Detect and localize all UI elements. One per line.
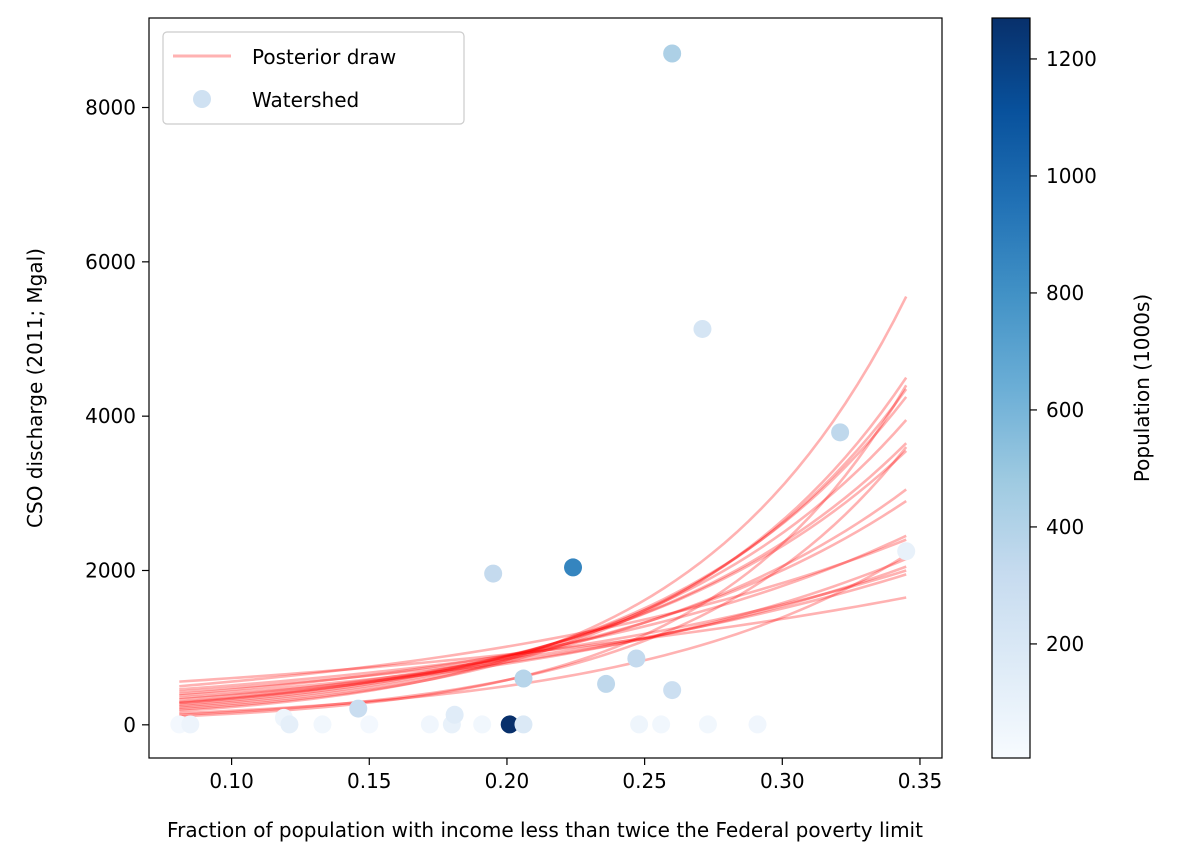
posterior-curve-14 <box>179 376 908 711</box>
posterior-curve-8 <box>179 488 907 703</box>
watershed-point-7 <box>420 715 439 734</box>
colorbar-tick-label: 1000 <box>1046 164 1097 188</box>
watershed-point-3 <box>280 715 299 734</box>
plot-frame <box>148 17 943 759</box>
watershed-point-18 <box>630 715 649 734</box>
colorbar-tick-label: 400 <box>1046 515 1084 539</box>
legend-label-watershed: Watershed <box>252 88 359 112</box>
posterior-curve-6 <box>179 557 907 700</box>
legend: Posterior draw Watershed <box>162 31 465 125</box>
posterior-curve-3 <box>179 573 907 693</box>
colorbar-tick-label: 200 <box>1046 632 1084 656</box>
watershed-point-10 <box>473 715 492 734</box>
x-axis: 0.10 0.15 0.20 0.25 0.30 0.35 <box>209 758 942 793</box>
watershed-point-22 <box>693 319 712 338</box>
colorbar-gradient <box>991 17 1031 759</box>
x-tick-label: 0.25 <box>622 769 667 793</box>
colorbar-tick-label: 600 <box>1046 398 1084 422</box>
y-tick-label: 4000 <box>85 404 136 428</box>
watershed-point-26 <box>897 542 916 561</box>
watershed-point-21 <box>663 681 682 700</box>
x-tick-label: 0.10 <box>209 769 254 793</box>
watershed-point-20 <box>663 44 682 63</box>
watershed-point-15 <box>564 558 583 577</box>
posterior-curves <box>179 295 908 718</box>
posterior-curve-17 <box>179 446 908 717</box>
watershed-point-17 <box>627 649 646 668</box>
colorbar-tick-label: 800 <box>1046 281 1084 305</box>
posterior-curve-18 <box>179 384 908 718</box>
x-tick-label: 0.15 <box>347 769 392 793</box>
x-tick-label: 0.35 <box>898 769 943 793</box>
y-axis: 0 2000 4000 6000 8000 <box>85 96 149 737</box>
x-axis-title: Fraction of population with income less … <box>167 818 923 842</box>
watershed-point-25 <box>831 423 850 442</box>
watershed-point-9 <box>445 705 464 724</box>
y-axis-title: CSO discharge (2011; Mgal) <box>23 248 47 528</box>
watershed-point-4 <box>313 715 332 734</box>
y-tick-label: 6000 <box>85 250 136 274</box>
x-tick-label: 0.30 <box>760 769 805 793</box>
watershed-points <box>170 44 916 734</box>
watershed-point-14 <box>514 715 533 734</box>
x-tick-label: 0.20 <box>485 769 530 793</box>
colorbar-tick-label: 1200 <box>1046 47 1097 71</box>
watershed-point-19 <box>652 715 671 734</box>
watershed-point-5 <box>349 699 368 718</box>
posterior-curve-12 <box>179 396 908 708</box>
posterior-curve-15 <box>179 295 908 713</box>
legend-box <box>162 31 465 125</box>
posterior-curve-16 <box>179 553 907 715</box>
y-tick-label: 8000 <box>85 96 136 120</box>
posterior-curve-13 <box>179 388 908 710</box>
watershed-point-12 <box>500 715 519 734</box>
legend-marker-swatch <box>193 90 211 108</box>
watershed-point-24 <box>748 715 767 734</box>
watershed-point-6 <box>360 715 379 734</box>
y-tick-label: 0 <box>123 713 136 737</box>
plot-area <box>170 44 916 734</box>
posterior-curve-2 <box>179 569 907 691</box>
colorbar: 200 400 600 800 1000 1200 Population (1000s) <box>991 17 1154 759</box>
watershed-point-16 <box>597 674 616 693</box>
posterior-curve-9 <box>179 449 908 704</box>
posterior-curve-1 <box>179 538 907 688</box>
posterior-curve-4 <box>179 534 907 696</box>
colorbar-ticks: 200 400 600 800 1000 1200 <box>1030 47 1097 656</box>
posterior-curve-11 <box>179 419 908 707</box>
watershed-point-11 <box>484 564 503 583</box>
colorbar-title: Population (1000s) <box>1130 294 1154 482</box>
posterior-curve-0 <box>179 596 907 683</box>
posterior-curve-5 <box>179 565 907 697</box>
y-tick-label: 2000 <box>85 558 136 582</box>
watershed-point-1 <box>181 715 200 734</box>
legend-label-posterior: Posterior draw <box>252 45 396 69</box>
watershed-point-13 <box>514 669 533 688</box>
posterior-curve-7 <box>179 499 907 701</box>
posterior-curve-10 <box>179 442 908 705</box>
watershed-point-23 <box>698 715 717 734</box>
